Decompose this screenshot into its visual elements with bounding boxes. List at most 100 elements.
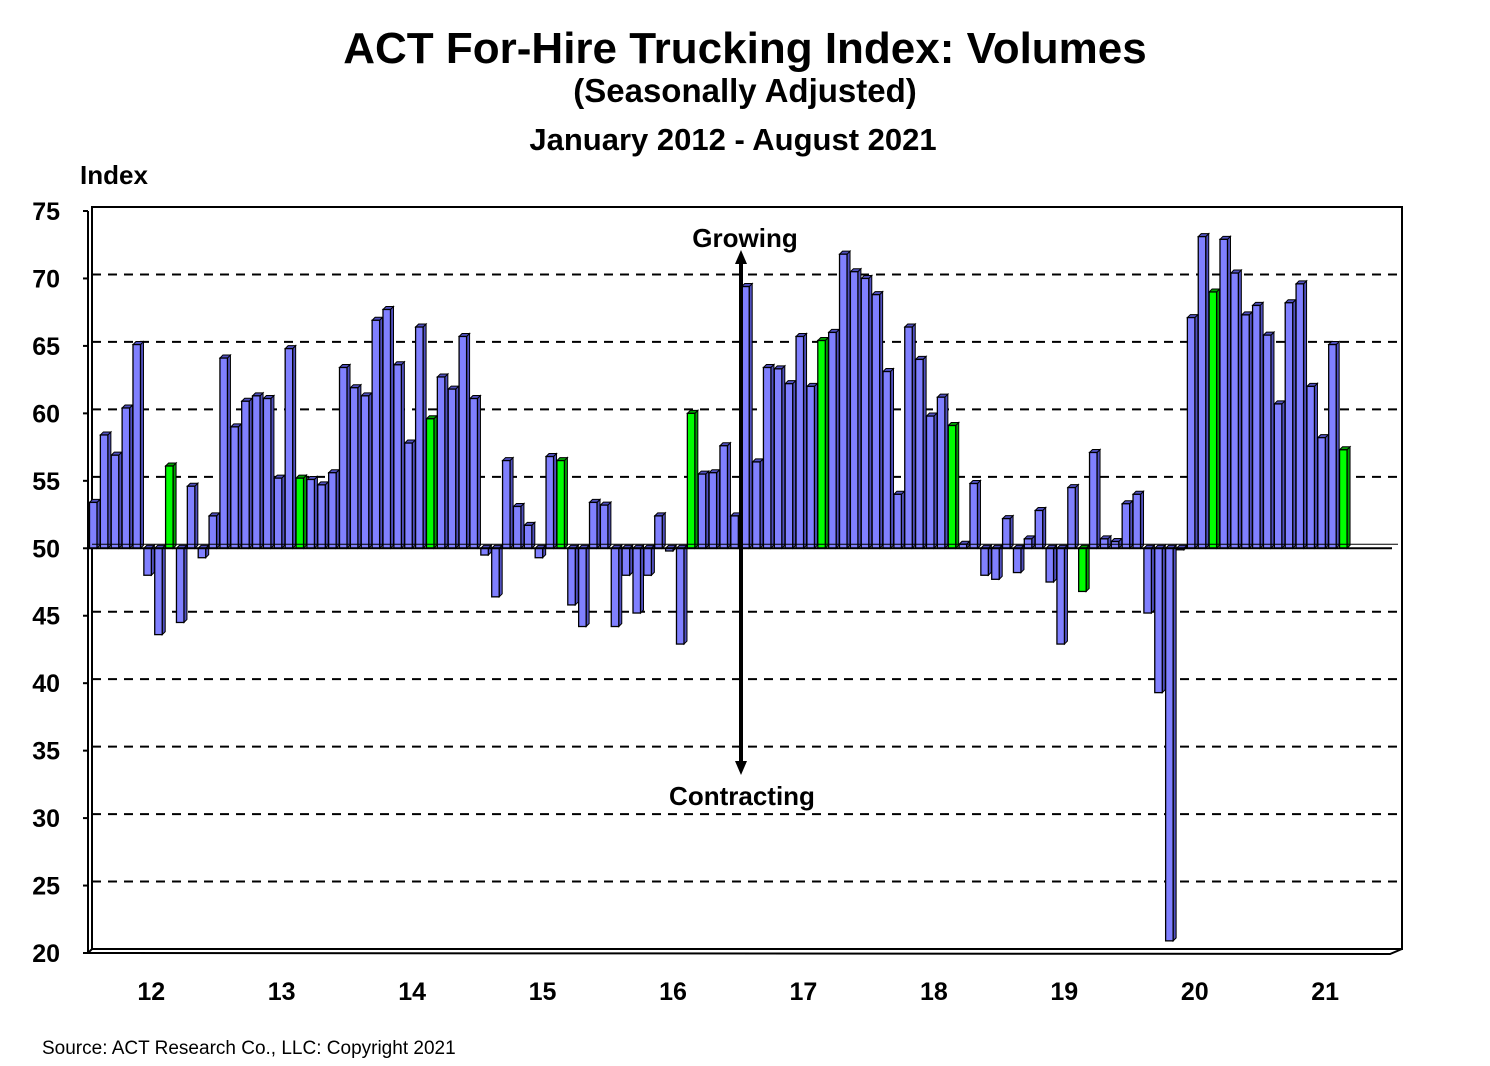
bar <box>697 469 710 550</box>
bar <box>99 430 113 550</box>
bar <box>1120 499 1134 550</box>
bar <box>936 392 950 550</box>
bar <box>783 379 797 550</box>
bar <box>838 249 852 550</box>
bar-front <box>110 454 120 549</box>
bar <box>131 340 145 550</box>
bar-front <box>501 459 511 549</box>
bar <box>990 544 1004 581</box>
bar <box>849 267 863 550</box>
bar-front <box>904 326 913 549</box>
bar-front <box>1067 486 1076 549</box>
bar <box>240 397 254 550</box>
bar-front <box>1328 343 1337 549</box>
bar <box>360 391 373 550</box>
bar <box>110 450 123 550</box>
bar <box>1218 235 1232 550</box>
bar-front <box>208 515 218 549</box>
bar <box>620 544 634 577</box>
bar-front <box>762 366 772 549</box>
bar-front <box>1132 493 1142 549</box>
chart-title: ACT For-Hire Trucking Index: Volumes <box>343 24 1147 73</box>
bar-front <box>295 477 305 549</box>
bar <box>349 383 363 550</box>
bar <box>881 367 895 550</box>
bar-front <box>1241 314 1250 549</box>
bar-front <box>251 395 261 549</box>
y-tick-label: 50 <box>32 535 60 563</box>
bar <box>305 475 319 550</box>
bar-front <box>849 271 859 549</box>
bar <box>164 461 178 550</box>
bar-front <box>338 366 348 549</box>
bar <box>1077 544 1091 593</box>
y-tick-label: 65 <box>32 333 60 361</box>
bar-front <box>697 473 707 549</box>
bar <box>794 332 808 550</box>
y-tick-label: 55 <box>32 468 60 496</box>
y-tick-label: 20 <box>32 940 60 968</box>
bar-front <box>512 505 522 549</box>
bar-front <box>882 370 892 549</box>
bar-front <box>1012 547 1022 574</box>
bar-front <box>1273 403 1283 549</box>
bar-front <box>567 547 576 606</box>
x-tick-label: 19 <box>1050 978 1078 1006</box>
bar <box>1099 534 1113 550</box>
bar-front <box>1262 334 1272 549</box>
bar-front <box>164 465 174 549</box>
bar <box>501 456 515 550</box>
arrow-up-icon <box>735 250 747 264</box>
bar <box>762 363 776 550</box>
bar-front <box>1208 291 1218 549</box>
bar-front <box>991 547 1000 580</box>
y-tick-label: 35 <box>32 738 60 766</box>
bar <box>457 332 471 550</box>
x-tick-label: 21 <box>1311 978 1339 1006</box>
bar <box>686 409 700 550</box>
bar-front <box>914 358 924 549</box>
bar <box>805 382 819 550</box>
bar <box>175 544 189 624</box>
bar <box>338 363 352 550</box>
bar-front <box>1088 451 1098 549</box>
bar <box>251 391 265 550</box>
bar-front <box>1154 547 1163 694</box>
bar <box>1207 287 1221 550</box>
bar-front <box>588 501 598 549</box>
bar-front <box>404 442 413 549</box>
bar-front <box>458 335 468 549</box>
bar-front <box>1164 547 1174 942</box>
bar <box>1197 232 1210 550</box>
bar-front <box>610 547 620 628</box>
bar-front <box>88 501 98 549</box>
bar <box>1153 544 1167 694</box>
bar <box>870 290 884 550</box>
bar <box>1044 544 1058 584</box>
y-tick-label: 30 <box>32 805 60 833</box>
bar-front <box>686 412 696 549</box>
arrow-down-icon <box>735 761 747 775</box>
bar <box>327 468 341 550</box>
bar-front <box>828 331 837 549</box>
bar <box>827 328 841 550</box>
bar <box>1164 544 1178 943</box>
y-axis-label: Index <box>80 160 148 190</box>
bar <box>555 456 569 550</box>
bar-front <box>795 335 805 549</box>
bar <box>653 511 667 550</box>
bar <box>294 473 308 550</box>
bar <box>403 438 417 550</box>
bar <box>1316 433 1330 550</box>
bar-front <box>219 357 229 549</box>
bar-front <box>1284 302 1294 549</box>
bar-front <box>425 418 435 549</box>
bar-front <box>1099 538 1109 549</box>
bar-front <box>1338 449 1348 549</box>
bar-front <box>1023 538 1033 549</box>
bar <box>414 322 428 550</box>
bar-front <box>621 547 631 576</box>
bar <box>88 498 102 550</box>
bar-front <box>632 547 642 614</box>
bar-front <box>838 253 848 549</box>
